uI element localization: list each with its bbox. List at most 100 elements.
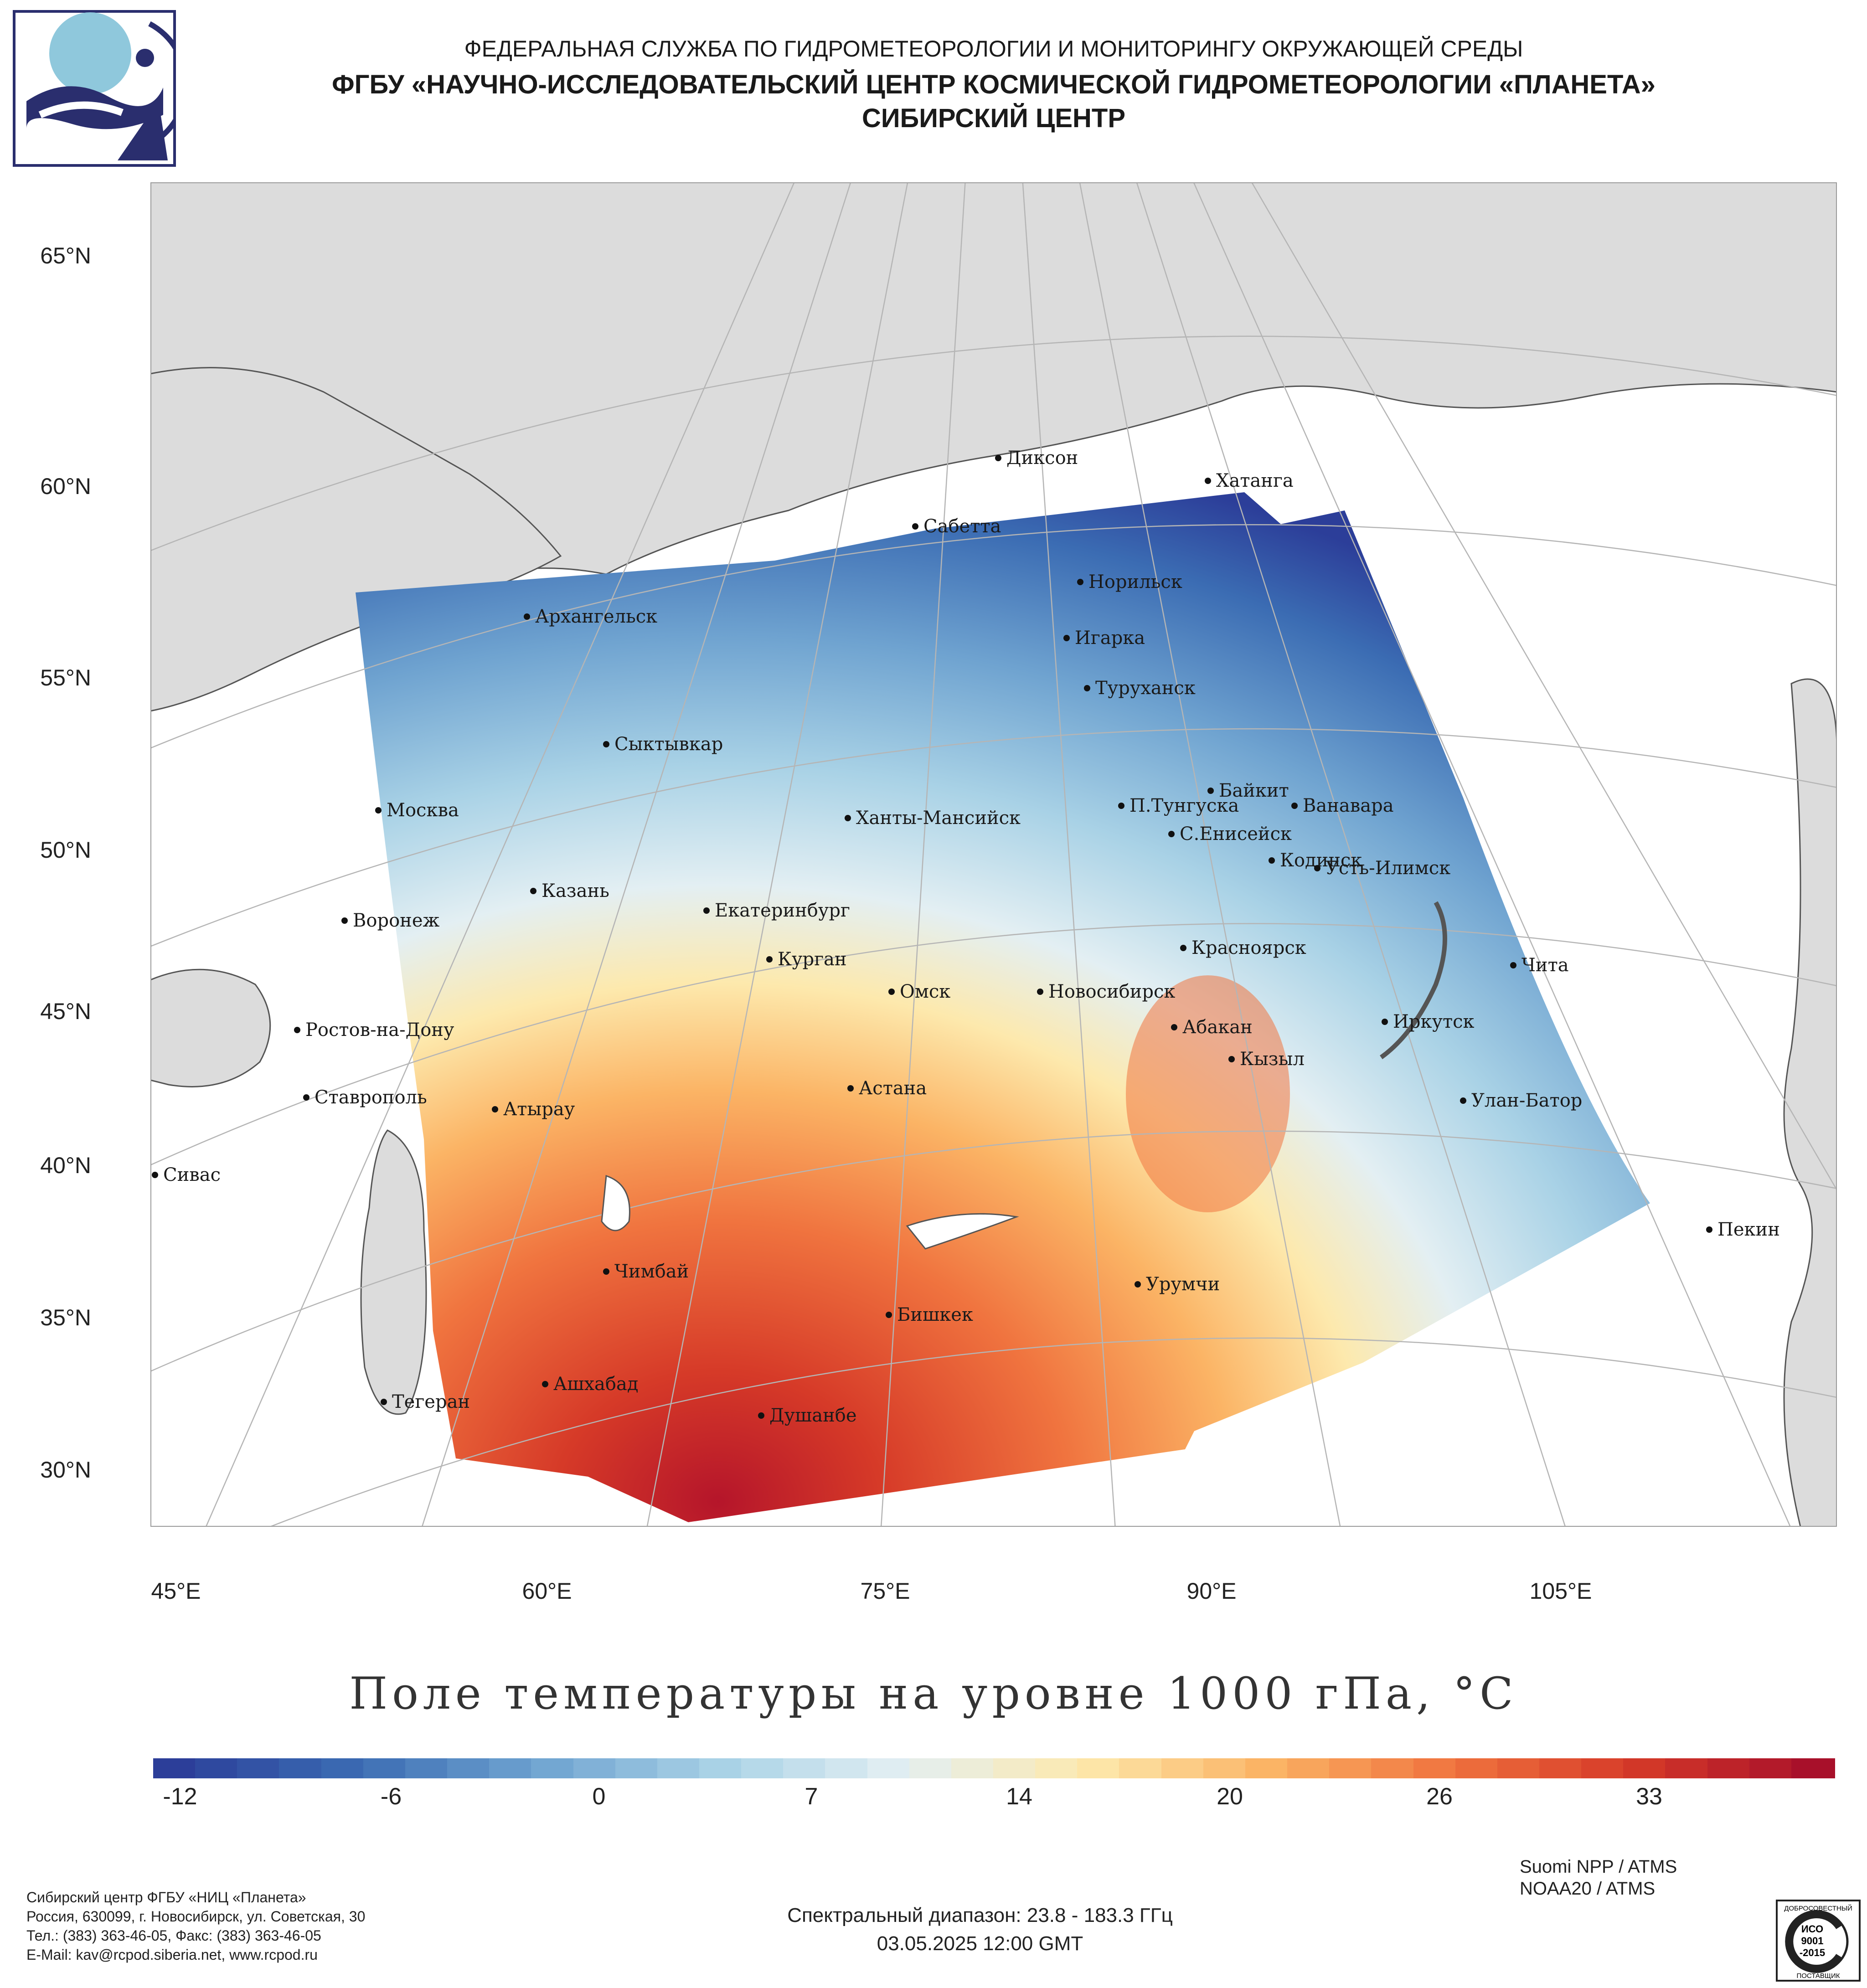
lat-label-65: 65°N [40, 243, 91, 268]
city-marker: Ставрополь [303, 1087, 427, 1108]
lat-label-60: 60°N [40, 474, 91, 499]
lat-label-55: 55°N [40, 665, 91, 690]
city-label: С.Енисейск [1180, 824, 1292, 845]
city-dot [1168, 831, 1175, 837]
city-dot [766, 956, 773, 963]
colorbar-segment [1539, 1758, 1583, 1778]
city-marker: Сыктывкар [603, 734, 723, 755]
pacific-coast [1783, 678, 1837, 1527]
lat-label-35: 35°N [40, 1305, 91, 1330]
colorbar-segment [237, 1758, 281, 1778]
city-marker: Ростов-на-Дону [294, 1020, 454, 1040]
city-label: Ставрополь [315, 1087, 427, 1108]
aral-sea [601, 1174, 630, 1231]
data-swath [356, 492, 1650, 1522]
city-label: Сабетта [923, 516, 1001, 537]
city-marker: Норильск [1077, 572, 1182, 592]
city-marker: Красноярск [1180, 937, 1306, 958]
city-label: Урумчи [1146, 1274, 1220, 1295]
city-dot [995, 455, 1001, 461]
observation-datetime: 03.05.2025 12:00 GMT [877, 1932, 1083, 1955]
footer-organization: Сибирский центр ФГБУ «НИЦ «Планета» Росс… [26, 1888, 365, 1964]
colorbar-segment [1707, 1758, 1751, 1778]
city-marker: Урумчи [1135, 1274, 1220, 1295]
colorbar-segment [1623, 1758, 1667, 1778]
city-dot [1314, 865, 1320, 871]
city-dot [1228, 1056, 1235, 1062]
footer-center: Спектральный диапазон: 23.8 - 183.3 ГГц … [593, 1901, 1367, 1958]
city-label: Курган [778, 949, 847, 970]
city-marker: Омск [888, 981, 950, 1002]
city-label: Чита [1521, 955, 1569, 976]
city-marker: Пекин [1706, 1219, 1780, 1240]
city-marker: Ванавара [1291, 795, 1394, 816]
city-label: Красноярск [1191, 937, 1306, 958]
colorbar-tick: 20 [1217, 1783, 1243, 1810]
city-label: Воронеж [353, 910, 439, 931]
colorbar-segment [1119, 1758, 1163, 1778]
city-label: Атырау [503, 1099, 575, 1120]
city-dot [303, 1094, 309, 1101]
city-marker: Астана [847, 1078, 927, 1099]
colorbar-segment [657, 1758, 701, 1778]
iso-year: -2015 [1800, 1947, 1825, 1958]
colorbar-segment [321, 1758, 365, 1778]
colorbar-segment [531, 1758, 575, 1778]
colorbar-segment [951, 1758, 995, 1778]
temperature-colorbar [153, 1758, 1835, 1778]
city-label: Кодинск [1280, 850, 1362, 871]
colorbar-segment [909, 1758, 953, 1778]
lat-label-30: 30°N [40, 1457, 91, 1483]
header-organization: ФГБУ «НАУЧНО-ИССЛЕДОВАТЕЛЬСКИЙ ЦЕНТР КОС… [332, 70, 1656, 99]
city-label: Пекин [1717, 1219, 1780, 1240]
colorbar-tick: 33 [1636, 1783, 1662, 1810]
city-dot [542, 1381, 548, 1387]
iso-certification-badge: ДОБРОСОВЕСТНЫЙ ИСО 9001 -2015 ПОСТАВЩИК [1776, 1900, 1861, 1982]
lat-label-45: 45°N [40, 999, 91, 1024]
city-label: Хатанга [1216, 470, 1294, 491]
city-dot [1171, 1024, 1177, 1030]
city-label: Усть-Илимск [1325, 858, 1450, 879]
city-dot [703, 907, 710, 914]
caspian-sea [360, 1129, 427, 1415]
city-dot [1291, 803, 1298, 809]
city-dot [1205, 478, 1211, 484]
city-marker: Усть-Илимск [1314, 858, 1450, 879]
colorbar-segment [1077, 1758, 1121, 1778]
city-label: Сивас [163, 1164, 221, 1185]
city-dot [603, 741, 609, 747]
black-sea [150, 968, 271, 1087]
colorbar-tick: 7 [805, 1783, 818, 1810]
colorbar-segment [279, 1758, 323, 1778]
lon-label-75: 75°E [860, 1578, 910, 1604]
colorbar-segment [615, 1758, 659, 1778]
city-marker: Новосибирск [1037, 981, 1175, 1002]
city-marker: Архангельск [524, 606, 657, 627]
colorbar-segment [489, 1758, 533, 1778]
city-marker: Москва [375, 800, 459, 821]
city-dot [1706, 1226, 1712, 1233]
colorbar-segment [867, 1758, 911, 1778]
city-dot [1207, 788, 1214, 794]
city-dot [603, 1268, 609, 1275]
city-dot [886, 1312, 892, 1318]
city-dot [294, 1027, 300, 1033]
city-marker: Улан-Батор [1460, 1090, 1582, 1111]
colorbar-tick: 0 [592, 1783, 606, 1810]
longitude-gridlines [205, 182, 1837, 1527]
city-label: Екатеринбург [715, 900, 850, 921]
city-label: Ашхабад [553, 1374, 638, 1395]
city-label: Норильск [1088, 572, 1182, 592]
city-marker: Казань [530, 881, 609, 901]
city-marker: Курган [766, 949, 847, 970]
city-marker: Хатанга [1205, 470, 1294, 491]
lon-label-105: 105°E [1529, 1578, 1592, 1604]
colorbar-segment [1791, 1758, 1835, 1778]
colorbar-segment [1497, 1758, 1541, 1778]
city-label: Улан-Батор [1471, 1090, 1582, 1111]
city-marker: Воронеж [341, 910, 439, 931]
city-label: Ростов-на-Дону [305, 1020, 454, 1040]
iso-number: 9001 [1801, 1935, 1824, 1947]
city-dot [847, 1085, 854, 1092]
city-dot [912, 523, 918, 530]
